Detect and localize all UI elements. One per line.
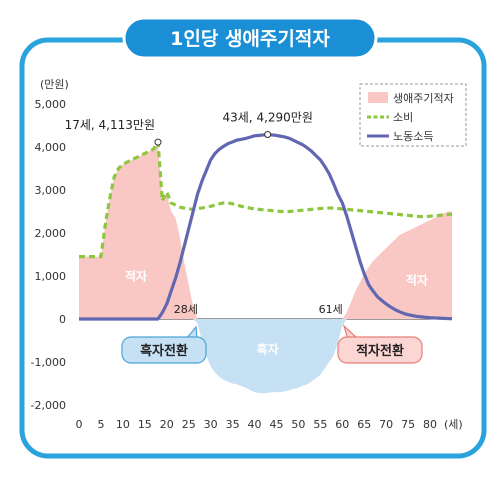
x-tick-label: 65 [357, 418, 371, 431]
peak-income-label: 43세, 4,290만원 [223, 111, 313, 125]
x-tick-label: 25 [182, 418, 196, 431]
deficit-area-label-young: 적자 [125, 268, 147, 283]
deficit-area-label-old: 적자 [406, 273, 428, 288]
surplus-transition-callout: 흑자전환 [121, 325, 207, 364]
y-tick-label: -2,000 [31, 399, 66, 412]
line-layer [79, 132, 453, 321]
deficit-callout-label: 적자전환 [356, 343, 404, 359]
peak-income-marker [264, 131, 272, 139]
peak-consumption-marker [154, 138, 162, 146]
x-tick-label: 35 [226, 418, 240, 431]
surplus-callout-box [121, 336, 207, 364]
x-tick-label: 0 [76, 418, 83, 431]
y-tick-label: -1,000 [31, 356, 66, 369]
labor-income-line [79, 132, 453, 321]
x-tick-label: 75 [401, 418, 415, 431]
x-tick-label: 55 [313, 418, 327, 431]
x-tick-label: 70 [379, 418, 393, 431]
x-tick-label: 20 [160, 418, 174, 431]
y-tick-label: 3,000 [35, 184, 67, 197]
x-tick-label: 40 [248, 418, 262, 431]
x-axis-unit: (세) [444, 418, 463, 431]
y-tick-label: 2,000 [35, 227, 67, 240]
chart-title: 1인당 생애주기적자 [170, 28, 330, 50]
y-axis-unit: (만원) [40, 78, 69, 91]
y-tick-label: 0 [59, 313, 66, 326]
consumption-line [79, 140, 453, 259]
tick-layer: -2,000 -1,000 0 1,000 2,000 3,000 4,000 5,000 0 5… [31, 98, 438, 431]
legend: 생애주기적자 소비 노동소득 [359, 83, 467, 147]
x-tick-label: 60 [335, 418, 349, 431]
x-tick-label: 45 [269, 418, 283, 431]
title-badge [122, 16, 378, 60]
surplus-callout-label: 흑자전환 [140, 343, 188, 359]
y-tick-label: 1,000 [35, 270, 67, 283]
deficit-area-positive [79, 144, 452, 319]
deficit-area-negative [79, 319, 452, 394]
deficit-start-age-label: 61세 [319, 303, 343, 316]
legend-label-labor-income: 노동소득 [393, 130, 433, 143]
area-layer [79, 144, 452, 394]
legend-label-consumption: 소비 [393, 111, 413, 124]
deficit-callout-box [337, 336, 423, 364]
peak-consumption-label: 17세, 4,113만원 [65, 118, 155, 132]
surplus-start-age-label: 28세 [174, 303, 198, 316]
y-tick-label: 5,000 [35, 98, 67, 111]
x-tick-label: 80 [423, 418, 437, 431]
deficit-transition-callout: 적자전환 [337, 324, 423, 364]
x-tick-label: 10 [116, 418, 130, 431]
x-tick-label: 30 [204, 418, 218, 431]
x-tick-label: 5 [97, 418, 104, 431]
y-tick-label: 4,000 [35, 141, 67, 154]
legend-swatch-deficit [368, 92, 388, 103]
surplus-area-label: 흑자 [257, 341, 279, 356]
x-tick-label: 50 [291, 418, 305, 431]
legend-label-deficit: 생애주기적자 [393, 92, 454, 105]
x-tick-label: 15 [138, 418, 152, 431]
